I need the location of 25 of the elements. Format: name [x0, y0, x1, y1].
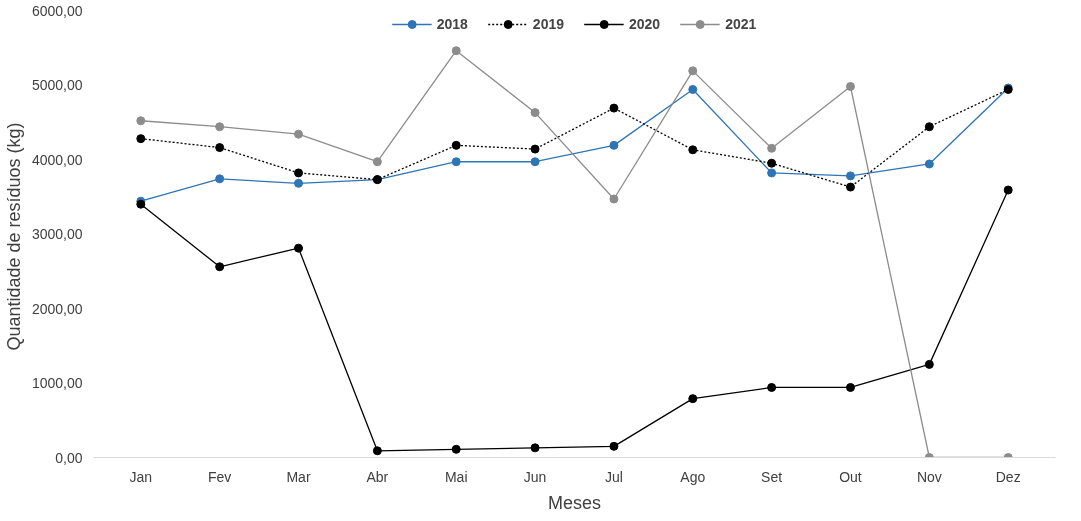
x-tick-label: Jun	[523, 468, 547, 485]
legend-label: 2021	[725, 16, 757, 32]
y-tick-label: 6000,00	[31, 2, 83, 19]
y-tick-label: 0,00	[55, 449, 83, 466]
y-tick-label: 1000,00	[31, 375, 83, 391]
x-tick-label: Jan	[129, 468, 153, 485]
y-tick-label: 2000,00	[31, 300, 83, 317]
x-axis-title: Meses	[547, 492, 602, 513]
legend-label: 2018	[436, 16, 468, 32]
x-tick-label: Jul	[604, 468, 623, 485]
x-tick-label: Mai	[444, 468, 468, 485]
y-tick-label: 4000,00	[31, 151, 83, 168]
y-tick-label: 3000,00	[31, 226, 83, 242]
x-tick-label: Ago	[680, 468, 706, 485]
x-tick-label: Nov	[916, 468, 942, 485]
x-tick-label: Abr	[366, 468, 389, 485]
legend-label: 2019	[532, 16, 564, 32]
x-tick-label: Dez	[995, 468, 1021, 485]
legend-label: 2020	[629, 16, 661, 32]
y-axis-title: Quantidade de resíduos (kg)	[3, 122, 24, 351]
x-tick-label: Out	[839, 468, 862, 485]
x-tick-label: Set	[761, 468, 783, 485]
y-tick-label: 5000,00	[31, 77, 83, 93]
x-tick-label: Mar	[286, 468, 311, 485]
x-tick-label: Fev	[207, 468, 232, 485]
